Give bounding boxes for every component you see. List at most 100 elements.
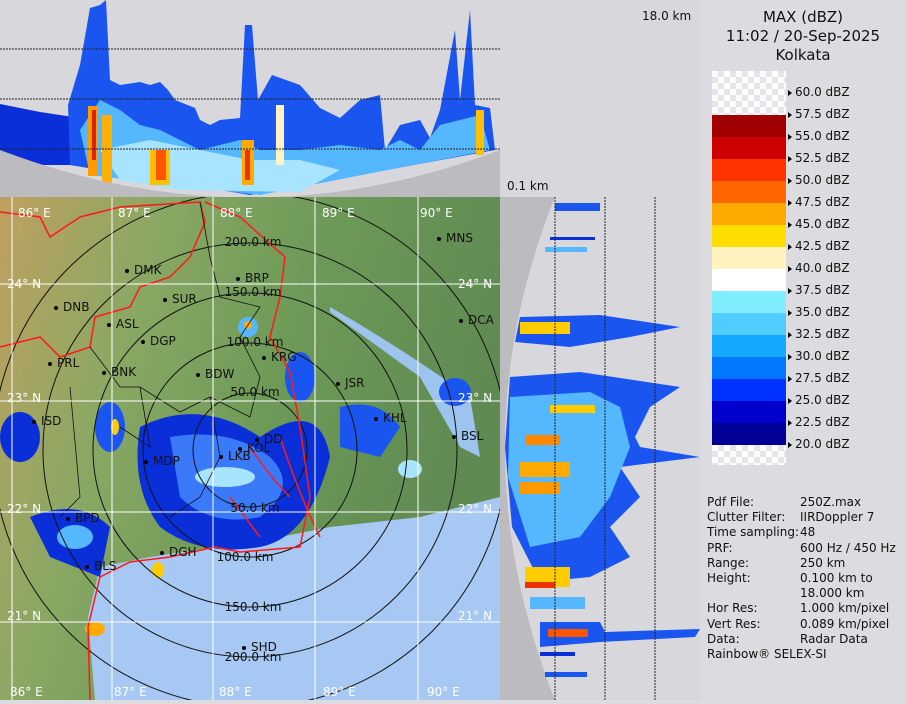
- info-value: 48: [800, 525, 816, 540]
- info-value: 0.089 km/pixel: [800, 616, 890, 631]
- echo-rows: [505, 203, 700, 677]
- lat-label: 21° N: [458, 609, 493, 623]
- city-label: SUR: [163, 292, 197, 306]
- ring-label-200: 200.0 km: [224, 235, 282, 249]
- city-label: JSR: [336, 376, 365, 390]
- legend-tick-label: 55.0 dBZ: [788, 129, 850, 143]
- legend-color-band: [712, 335, 786, 357]
- info-label: Data:: [707, 631, 740, 646]
- legend-color-band: [712, 137, 786, 159]
- legend-tick-label: 20.0 dBZ: [788, 437, 850, 451]
- sea: [88, 497, 500, 700]
- city-label: LKB: [219, 449, 251, 463]
- city-label: BRP: [236, 271, 269, 285]
- lon-label: 86° E: [10, 685, 43, 699]
- legend-color-band: [712, 203, 786, 225]
- legend-color-band: [712, 401, 786, 423]
- city-label: DCA: [459, 313, 494, 327]
- below-horizon-area: [0, 150, 500, 198]
- legend-color-band: [712, 423, 786, 445]
- info-label: Height:: [707, 571, 751, 585]
- legend-tick-label: 52.5 dBZ: [788, 151, 850, 165]
- legend-color-band: [712, 357, 786, 379]
- city-label: DMK: [125, 263, 161, 277]
- lon-label: 88° E: [219, 685, 252, 699]
- city-label: KOL: [238, 441, 270, 455]
- legend-tick-label: 35.0 dBZ: [788, 305, 850, 319]
- city-label: SHD: [242, 640, 277, 654]
- below-horizon-area: [500, 197, 555, 700]
- map-layer: [0, 197, 500, 700]
- info-label: Pdf File:: [707, 495, 755, 509]
- cross-section-height-scale: 18.0 km 0.1 km: [500, 0, 700, 197]
- legend-tick-label: 40.0 dBZ: [788, 261, 850, 275]
- legend-color-band: [712, 115, 786, 137]
- legend-color-band: [712, 291, 786, 313]
- legend-tick-label: 50.0 dBZ: [788, 173, 850, 187]
- city-label: ASL: [107, 317, 139, 331]
- city-label: MDP: [144, 454, 180, 468]
- info-value: 250 km: [800, 555, 846, 570]
- product-datetime: 11:02 / 20-Sep-2025: [725, 27, 881, 45]
- lat-label: 23° N: [458, 391, 493, 405]
- echo-columns: [0, 0, 495, 195]
- info-label: PRF:: [707, 540, 733, 555]
- info-value: 1.000 km/pixel: [800, 601, 890, 616]
- city-label: DGH: [160, 545, 197, 559]
- ring-label-50-south: 50.0 km: [230, 501, 280, 515]
- lon-label: 87° E: [114, 685, 147, 699]
- legend-color-band: [712, 159, 786, 181]
- lon-label: 90° E: [420, 206, 453, 220]
- info-label: Range:: [707, 555, 750, 570]
- city-label: BLS: [85, 559, 117, 573]
- lat-label: 24° N: [7, 277, 42, 291]
- legend-tick-label: 42.5 dBZ: [788, 239, 850, 253]
- lon-label: 89° E: [323, 685, 356, 699]
- legend-tick-label: 60.0 dBZ: [788, 85, 850, 99]
- legend-color-band: [712, 225, 786, 247]
- info-value: 250Z.max: [800, 495, 862, 509]
- lon-label: 86° E: [18, 206, 51, 220]
- legend-tick-label: 37.5 dBZ: [788, 283, 850, 297]
- ring-label-150: 150.0 km: [224, 285, 282, 299]
- lon-label: 90° E: [427, 685, 460, 699]
- top-height-label: 18.0 km: [642, 9, 692, 23]
- lat-label: 21° N: [7, 609, 42, 623]
- info-value: 600 Hz / 450 Hz: [800, 540, 896, 555]
- legend-above-range: [712, 71, 786, 115]
- city-label: BPD: [66, 511, 100, 525]
- legend-color-band: [712, 269, 786, 291]
- ew-cross-section-plot: [0, 0, 500, 198]
- legend-tick-label: 45.0 dBZ: [788, 217, 850, 231]
- legend-color-band: [712, 247, 786, 269]
- product-header: MAX (dBZ) 11:02 / 20-Sep-2025 Kolkata: [700, 8, 906, 65]
- legend-tick-label: 27.5 dBZ: [788, 371, 850, 385]
- city-label: BNK: [102, 365, 136, 379]
- info-value: IIRDoppler 7: [800, 510, 875, 525]
- legend-tick-label: 47.5 dBZ: [788, 195, 850, 209]
- legend-tick-label: 22.5 dBZ: [788, 415, 850, 429]
- info-label: Vert Res:: [707, 616, 761, 631]
- city-label: KRG: [262, 350, 297, 364]
- radar-station: Kolkata: [775, 46, 831, 64]
- lat-label: 23° N: [7, 391, 42, 405]
- city-label: MNS: [437, 231, 473, 245]
- lat-label: 22° N: [458, 502, 493, 516]
- footer-credit: Rainbow® SELEX-SI: [707, 647, 827, 661]
- legend-color-band: [712, 181, 786, 203]
- range-rings: [0, 197, 500, 700]
- bottom-height-label: 0.1 km: [507, 179, 549, 193]
- legend-tick-label: 57.5 dBZ: [788, 107, 850, 121]
- lat-label: 22° N: [7, 502, 42, 516]
- legend-tick-label: 25.0 dBZ: [788, 393, 850, 407]
- lat-label: 24° N: [458, 277, 493, 291]
- ring-label-100: 100.0 km: [226, 335, 284, 349]
- ns-cross-section: [500, 197, 700, 700]
- ew-cross-section: [0, 0, 500, 198]
- city-label: PRL: [48, 356, 79, 370]
- ns-cross-section-plot: [500, 197, 700, 700]
- legend-tick-label: 30.0 dBZ: [788, 349, 850, 363]
- ring-label-150-south: 150.0 km: [224, 600, 282, 614]
- city-label: DNB: [54, 300, 89, 314]
- legend-tick-label: 32.5 dBZ: [788, 327, 850, 341]
